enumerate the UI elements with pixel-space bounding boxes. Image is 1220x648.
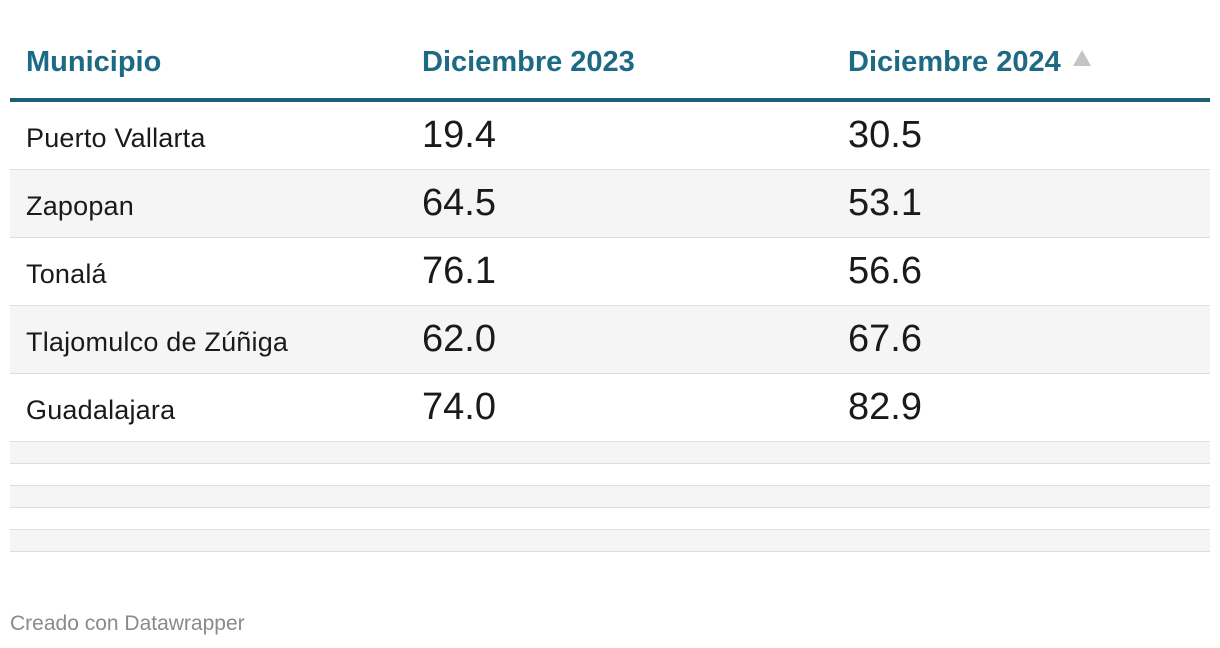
cell-diciembre-2023: 19.4	[422, 114, 496, 156]
column-header-diciembre-2024[interactable]: Diciembre 2024	[848, 46, 1091, 79]
empty-table-row	[10, 530, 1210, 552]
cell-municipio: Zapopan	[26, 191, 134, 221]
table-row: Tonalá 76.1 56.6	[10, 238, 1210, 306]
table-row: Zapopan 64.5 53.1	[10, 170, 1210, 238]
cell-municipio: Puerto Vallarta	[26, 123, 206, 153]
empty-table-row	[10, 508, 1210, 530]
column-header-label: Diciembre 2024	[848, 46, 1061, 78]
cell-diciembre-2023: 64.5	[422, 182, 496, 224]
cell-diciembre-2023: 76.1	[422, 250, 496, 292]
table-row: Tlajomulco de Zúñiga 62.0 67.6	[10, 306, 1210, 374]
empty-table-row	[10, 464, 1210, 486]
column-header-label: Diciembre 2023	[422, 46, 635, 78]
column-header-diciembre-2023[interactable]: Diciembre 2023	[422, 46, 635, 79]
sort-ascending-icon[interactable]	[1072, 50, 1091, 66]
cell-diciembre-2024: 30.5	[848, 114, 922, 156]
cell-municipio: Tonalá	[26, 259, 107, 289]
data-table: Municipio Diciembre 2023 Diciembre 2024 …	[10, 30, 1210, 552]
cell-diciembre-2023: 62.0	[422, 318, 496, 360]
cell-municipio: Tlajomulco de Zúñiga	[26, 327, 289, 357]
table-row: Guadalajara 74.0 82.9	[10, 374, 1210, 442]
table-header: Municipio Diciembre 2023 Diciembre 2024	[10, 30, 1210, 102]
empty-table-row	[10, 442, 1210, 464]
cell-diciembre-2023: 74.0	[422, 386, 496, 428]
column-header-municipio[interactable]: Municipio	[26, 46, 161, 79]
column-header-label: Municipio	[26, 46, 162, 78]
cell-diciembre-2024: 67.6	[848, 318, 922, 360]
cell-diciembre-2024: 56.6	[848, 250, 922, 292]
cell-diciembre-2024: 82.9	[848, 386, 922, 428]
table-row: Puerto Vallarta 19.4 30.5	[10, 102, 1210, 170]
datawrapper-credit[interactable]: Creado con Datawrapper	[10, 612, 245, 635]
cell-diciembre-2024: 53.1	[848, 182, 922, 224]
cell-municipio: Guadalajara	[26, 395, 176, 425]
empty-table-row	[10, 486, 1210, 508]
